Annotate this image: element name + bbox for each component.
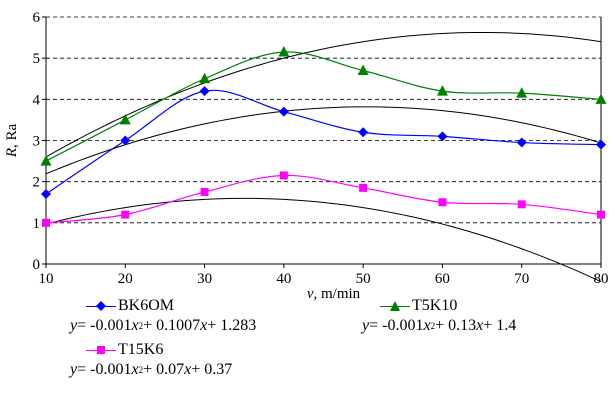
legend-label-t15k6: T15K6	[118, 341, 164, 358]
data-point-bk6om	[120, 135, 131, 146]
tick-labels: 0 1 2 3 4 5 6 10 20 30 40 50 60 70 80	[33, 10, 609, 287]
data-point-t5k10	[436, 85, 448, 96]
trendline-bk6om	[45, 106, 602, 175]
trend-lines	[45, 31, 602, 283]
series-line-t5k10	[45, 51, 602, 162]
series-line-t15k6	[45, 174, 602, 224]
x-axis-label: v, m/min	[307, 286, 361, 302]
data-point-bk6om	[596, 139, 606, 150]
data-point-t15k6	[517, 200, 526, 209]
y-tick-label: 1	[33, 216, 41, 232]
data-point-t5k10	[516, 87, 528, 98]
series-line-bk6om	[45, 89, 602, 195]
data-point-bk6om	[516, 137, 527, 148]
data-point-t15k6	[42, 218, 50, 227]
data-point-t5k10	[595, 93, 607, 104]
legend-bk6om: BK6OM y = -0.001 x 2 + 0.1007 x + 1.283	[70, 296, 256, 336]
y-axis-label: R, Ra	[4, 123, 20, 158]
x-tick-label: 50	[356, 271, 371, 287]
data-point-t15k6	[359, 183, 368, 192]
legend-label-t5k10: T5K10	[412, 297, 458, 314]
data-point-t15k6	[121, 210, 130, 219]
legend-marker-bk6om	[86, 299, 116, 313]
legend-marker-t5k10	[380, 299, 410, 313]
y-axis-unit: , Ra	[4, 123, 20, 148]
x-tick-label: 20	[118, 271, 133, 287]
x-tick-label: 80	[594, 271, 609, 287]
legend-t15k6: T15K6 y = -0.001 x 2 + 0.07 x + 0.37	[70, 340, 232, 380]
trendline-t15k6	[45, 197, 602, 283]
y-tick-label: 3	[33, 134, 41, 150]
grid-lines	[46, 16, 601, 224]
legend-label-bk6om: BK6OM	[118, 297, 175, 314]
legend-equation-bk6om: y = -0.001 x 2 + 0.1007 x + 1.283	[70, 317, 257, 334]
y-tick-label: 2	[33, 175, 41, 191]
data-point-bk6om	[358, 127, 369, 138]
legend-equation-t15k6: y = -0.001 x 2 + 0.07 x + 0.37	[70, 361, 233, 378]
x-tick-label: 60	[435, 271, 450, 287]
x-tick-label: 40	[276, 271, 291, 287]
legend-t5k10: T5K10 y = -0.001 x 2 + 0.13 x + 1.4	[362, 296, 516, 336]
x-axis-unit: , m/min	[314, 286, 361, 302]
y-tick-label: 0	[33, 257, 41, 273]
data-point-t15k6	[200, 187, 209, 196]
data-point-t5k10	[119, 113, 131, 125]
y-tick-label: 6	[33, 10, 41, 26]
legend-marker-t15k6	[86, 343, 116, 357]
x-tick-label: 10	[39, 271, 54, 287]
trendline-t5k10	[45, 31, 602, 158]
y-tick-label: 5	[33, 51, 41, 67]
data-point-bk6om	[437, 131, 448, 142]
y-axis-variable: R	[4, 148, 20, 158]
x-tick-label: 70	[514, 271, 529, 287]
data-point-t5k10	[357, 64, 369, 76]
data-point-bk6om	[199, 86, 210, 97]
data-point-t5k10	[40, 155, 52, 166]
data-point-t15k6	[597, 210, 605, 219]
y-tick-label: 4	[33, 92, 41, 108]
data-point-bk6om	[278, 106, 289, 117]
data-point-t15k6	[438, 198, 447, 207]
data-point-t15k6	[279, 171, 288, 180]
x-axis-variable: v	[307, 286, 314, 302]
data-point-t5k10	[278, 45, 290, 57]
data-series	[40, 45, 607, 227]
x-tick-label: 30	[197, 271, 212, 287]
data-point-t5k10	[199, 72, 211, 84]
legend-equation-t5k10: y = -0.001 x 2 + 0.13 x + 1.4	[362, 317, 517, 334]
data-point-bk6om	[41, 189, 51, 200]
